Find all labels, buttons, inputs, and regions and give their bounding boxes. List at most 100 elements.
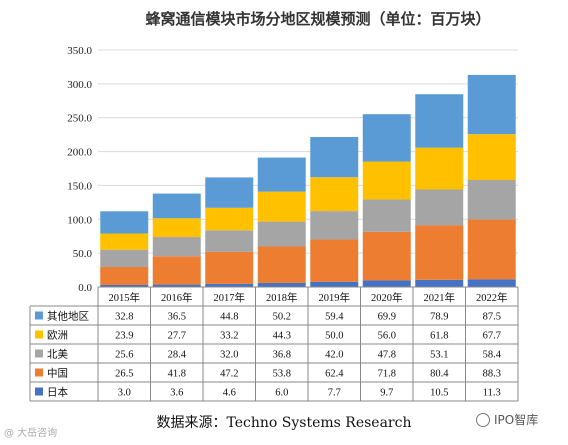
bar-segment	[415, 279, 464, 287]
bar-segment	[310, 211, 359, 240]
bar-segment	[100, 211, 149, 234]
x-tick-label: 2022年	[476, 291, 508, 304]
bar-segment	[362, 231, 411, 281]
bar-segment	[152, 284, 201, 287]
bar-segment	[362, 280, 411, 287]
x-tick-label: 2020年	[371, 291, 403, 304]
legend-label: 欧洲	[47, 330, 68, 342]
table-cell: 88.3	[483, 369, 501, 380]
bar-segment	[152, 237, 201, 257]
bar-segment	[310, 137, 359, 178]
bar-segment	[467, 279, 516, 287]
table-cell: 36.8	[273, 350, 291, 361]
table-cell: 61.8	[430, 331, 448, 342]
legend-label: 北美	[47, 348, 68, 361]
legend-swatch	[35, 349, 43, 358]
bar-segment	[415, 94, 464, 148]
table-cell: 7.7	[328, 388, 341, 399]
bar-segment	[100, 267, 149, 285]
y-tick-label: 200.0	[67, 147, 92, 159]
legend-swatch	[35, 330, 43, 339]
watermark-dayue: @ 大岳咨询	[4, 428, 58, 439]
y-tick-label: 250.0	[67, 113, 92, 125]
wechat-icon	[476, 412, 490, 427]
bar-segment	[310, 281, 359, 287]
table-cell: 10.5	[430, 388, 448, 399]
bar-segment	[415, 147, 464, 190]
table-cell: 6.0	[275, 388, 288, 399]
bar-segment	[100, 233, 149, 250]
bar-segment	[257, 221, 306, 247]
x-tick-label: 2021年	[424, 291, 456, 304]
y-tick-label: 300.0	[67, 79, 92, 91]
bar-segment	[362, 114, 411, 162]
table-cell: 32.8	[115, 312, 133, 323]
table-cell: 3.6	[170, 388, 183, 399]
table-cell: 36.5	[168, 312, 186, 323]
bar-segment	[205, 251, 254, 284]
table-cell: 47.8	[378, 350, 396, 361]
bar-segment	[257, 282, 306, 287]
bar-segment	[205, 177, 254, 208]
bar-segment	[152, 256, 201, 285]
table-cell: 44.8	[220, 312, 238, 323]
y-tick-label: 150.0	[67, 180, 92, 192]
table-cell: 58.4	[483, 350, 502, 361]
bar-segment	[310, 177, 359, 212]
bar-segment	[100, 249, 149, 268]
watermark-ipo: IPO智库	[476, 411, 538, 428]
table-cell: 4.6	[223, 388, 236, 399]
table-cell: 71.8	[378, 369, 396, 380]
table-cell: 62.4	[325, 369, 344, 380]
bar-segment	[257, 191, 306, 222]
legend-label: 日本	[47, 386, 68, 399]
table-cell: 42.0	[325, 350, 343, 361]
source-note: 数据来源：Techno Systems Research	[156, 415, 412, 431]
table-cell: 50.0	[325, 331, 343, 342]
table-cell: 50.2	[273, 312, 291, 323]
x-tick-label: 2019年	[319, 291, 351, 304]
bar-segment	[100, 284, 149, 287]
bar-segment	[310, 239, 359, 282]
table-cell: 9.7	[380, 388, 393, 399]
x-tick-label: 2018年	[266, 291, 298, 304]
legend-swatch	[35, 368, 43, 377]
bar-segment	[257, 246, 306, 283]
legend-label: 中国	[47, 367, 68, 380]
table-cell: 28.4	[168, 350, 187, 361]
bar-segment	[205, 283, 254, 287]
table-cell: 27.7	[168, 331, 186, 342]
bar-segment	[152, 218, 201, 238]
table-cell: 44.3	[273, 331, 291, 342]
watermark-ipo-text: IPO智库	[494, 413, 539, 427]
bar-segment	[467, 219, 516, 280]
bar-segment	[257, 157, 306, 192]
table-cell: 25.6	[115, 350, 133, 361]
table-cell: 59.4	[325, 312, 344, 323]
x-tick-label: 2016年	[161, 291, 193, 304]
bar-segment	[467, 134, 516, 181]
bar-segment	[205, 230, 254, 252]
table-cell: 53.8	[273, 369, 291, 380]
x-tick-label: 2015年	[109, 291, 141, 304]
table-cell: 33.2	[220, 331, 238, 342]
table-cell: 3.0	[118, 388, 131, 399]
table-cell: 69.9	[378, 312, 396, 323]
bar-segment	[205, 207, 254, 231]
chart-title: 蜂窝通信模块市场分地区规模预测（单位：百万块）	[145, 10, 490, 28]
table-cell: 80.4	[430, 369, 449, 380]
table-cell: 87.5	[483, 312, 501, 323]
table-cell: 26.5	[115, 369, 133, 380]
table-cell: 53.1	[430, 350, 448, 361]
table-cell: 32.0	[220, 350, 238, 361]
table-cell: 67.7	[483, 331, 501, 342]
bar-segment	[467, 74, 516, 135]
y-tick-label: 0.0	[78, 282, 92, 294]
bar-segment	[415, 189, 464, 226]
bar-segment	[152, 193, 201, 219]
legend-swatch	[35, 311, 43, 320]
x-tick-label: 2017年	[214, 291, 246, 304]
table-cell: 41.8	[168, 369, 186, 380]
table-cell: 78.9	[430, 312, 448, 323]
legend-label: 其他地区	[47, 310, 89, 323]
